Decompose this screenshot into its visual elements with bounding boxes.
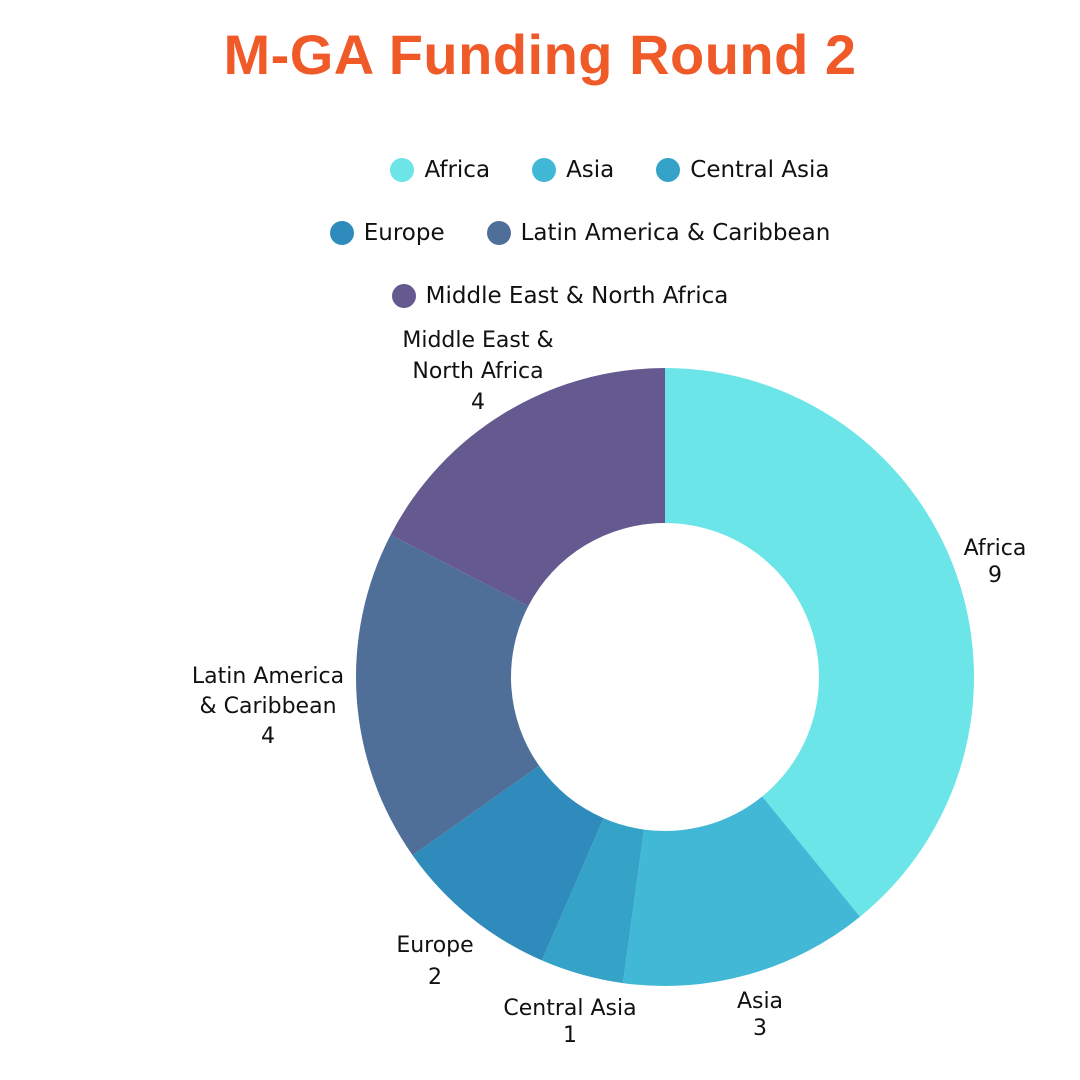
data-label-value: 4 xyxy=(261,724,275,749)
data-label-category: North Africa xyxy=(412,359,543,384)
legend-label: Asia xyxy=(566,156,615,183)
legend-label: Africa xyxy=(424,156,491,183)
data-label-category: Africa xyxy=(964,536,1027,561)
data-label: Asia 3 xyxy=(737,989,783,1041)
legend-item-latin-america: Latin America & Caribbean xyxy=(486,219,831,246)
data-label-value: 4 xyxy=(471,390,485,415)
data-label-value: 9 xyxy=(988,563,1002,588)
legend-item-africa: Africa xyxy=(390,157,490,183)
legend-row: Africa Asia Central Asia xyxy=(0,138,1080,201)
slice-africa xyxy=(665,368,974,917)
legend: Africa Asia Central Asia Europe Latin Am… xyxy=(0,138,1080,327)
data-label: Europe 2 xyxy=(396,933,473,990)
legend-item-asia: Asia xyxy=(532,157,614,183)
data-label: Africa 9 xyxy=(964,536,1027,588)
legend-row: Europe Latin America & Caribbean xyxy=(0,201,1080,264)
data-label-value: 3 xyxy=(753,1016,767,1041)
legend-label: Middle East & North Africa xyxy=(425,282,729,309)
data-label-category: Asia xyxy=(737,989,783,1014)
legend-label: Central Asia xyxy=(690,156,830,183)
legend-swatch xyxy=(390,157,415,182)
data-label-value: 2 xyxy=(428,965,442,990)
slice-asia xyxy=(622,796,861,986)
data-label: Middle East & North Africa 4 xyxy=(402,328,553,415)
legend-swatch xyxy=(329,220,354,245)
data-label: Central Asia 1 xyxy=(503,996,636,1048)
data-label-category: Middle East & xyxy=(402,328,553,353)
legend-item-middle-east: Middle East & North Africa xyxy=(391,282,729,309)
slice-central-asia xyxy=(541,818,645,984)
legend-swatch xyxy=(391,283,416,308)
legend-swatch xyxy=(486,220,511,245)
legend-item-central-asia: Central Asia xyxy=(656,156,830,183)
slice-europe xyxy=(412,765,604,961)
data-label-category: Europe xyxy=(396,933,473,958)
slice-latin-america-caribbean xyxy=(355,534,540,856)
data-label-value: 1 xyxy=(563,1023,577,1048)
slice-middle-east-north-africa xyxy=(390,368,665,607)
chart-title: M-GA Funding Round 2 xyxy=(223,23,857,86)
data-label-category: Latin America xyxy=(192,664,344,689)
data-label: Latin America & Caribbean 4 xyxy=(192,664,344,749)
legend-row: Middle East & North Africa xyxy=(0,264,1080,327)
legend-swatch xyxy=(532,157,557,182)
legend-label: Europe xyxy=(363,219,445,246)
data-label-category: Central Asia xyxy=(503,996,636,1021)
legend-item-europe: Europe xyxy=(329,219,445,246)
data-label-category: & Caribbean xyxy=(199,694,336,719)
legend-label: Latin America & Caribbean xyxy=(520,219,831,246)
legend-swatch xyxy=(656,157,681,182)
